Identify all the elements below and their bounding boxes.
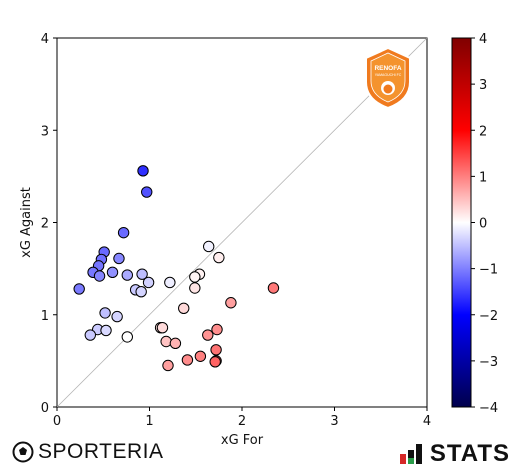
data-point xyxy=(178,302,190,314)
data-point xyxy=(202,329,214,341)
data-point xyxy=(73,283,85,295)
data-point xyxy=(100,324,112,337)
data-point xyxy=(141,186,153,198)
colorbar-tick-label: −3 xyxy=(479,355,498,370)
x-tick-label: 2 xyxy=(238,414,246,429)
badge-emblem-core xyxy=(383,84,393,94)
data-points xyxy=(73,165,280,372)
data-point xyxy=(99,307,111,319)
colorbar-tick-label: −2 xyxy=(479,309,498,324)
colorbar-tick-label: 2 xyxy=(479,124,487,139)
y-axis-label: xG Against xyxy=(19,187,34,258)
x-tick-label: 0 xyxy=(53,414,61,429)
data-point xyxy=(181,354,194,366)
data-point xyxy=(113,252,125,265)
x-axis-label: xG For xyxy=(221,433,264,448)
data-point xyxy=(111,310,123,323)
x-tick-label: 4 xyxy=(423,414,431,429)
sporteria-wordmark: SPORTERIA xyxy=(38,440,164,463)
y-tick-label: 3 xyxy=(41,124,49,139)
colorbar-tick-label: 1 xyxy=(479,170,487,185)
stats-logo: STATS xyxy=(399,440,510,468)
y-tick-label: 4 xyxy=(41,32,49,47)
colorbar-tick-label: 3 xyxy=(479,78,487,93)
diagonal-line xyxy=(56,37,428,408)
data-point xyxy=(203,240,215,253)
data-point xyxy=(194,350,207,362)
colorbar-tick-label: 0 xyxy=(479,217,487,232)
y-tick-label: 0 xyxy=(41,401,49,416)
data-point xyxy=(156,321,169,334)
data-point xyxy=(225,297,237,309)
data-point xyxy=(84,329,97,341)
plot-area xyxy=(56,37,428,408)
data-point xyxy=(121,331,134,343)
data-point xyxy=(162,359,174,372)
data-point xyxy=(267,282,280,294)
x-tick-label: 3 xyxy=(330,414,338,429)
colorbar-tick-label: 4 xyxy=(479,32,487,47)
colorbar-tick-label: −4 xyxy=(479,401,498,416)
badge-inner xyxy=(370,52,406,103)
data-point xyxy=(209,356,221,368)
data-point xyxy=(164,276,176,289)
y-tick-label: 2 xyxy=(41,217,49,232)
colorbar-tick-label: −1 xyxy=(479,263,498,278)
data-point xyxy=(136,268,148,280)
data-point xyxy=(189,271,201,283)
x-tick-label: 1 xyxy=(145,414,153,429)
stats-wordmark: STATS xyxy=(429,440,510,467)
data-point xyxy=(213,251,225,264)
colorbar-strip xyxy=(451,37,472,408)
stats-bars-icon xyxy=(399,444,422,464)
colorbar: 4 3 2 1 0 −1 −2 −3 −4 xyxy=(451,32,498,416)
data-point xyxy=(137,165,149,177)
data-point xyxy=(121,269,134,281)
axes: 0 1 2 3 4 0 1 2 3 4 xyxy=(41,32,431,429)
data-point xyxy=(160,335,172,348)
y-tick-label: 1 xyxy=(41,309,49,324)
badge-subtitle: YAMAGUCHI FC xyxy=(375,73,402,77)
data-point xyxy=(135,285,147,298)
data-point xyxy=(93,270,106,282)
soccer-ball-icon xyxy=(12,441,34,463)
data-point xyxy=(169,337,182,350)
data-point xyxy=(117,226,130,239)
data-point xyxy=(142,276,155,289)
data-point xyxy=(210,344,222,356)
badge-title: RENOFA xyxy=(374,65,401,72)
data-point xyxy=(211,323,223,336)
data-point xyxy=(106,266,119,279)
data-point xyxy=(189,282,201,294)
sporteria-logo: SPORTERIA xyxy=(12,440,163,464)
